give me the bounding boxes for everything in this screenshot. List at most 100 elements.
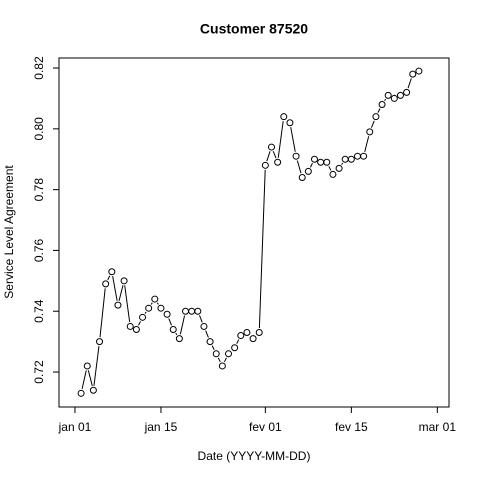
data-point: [268, 143, 276, 151]
data-point: [353, 152, 361, 160]
data-point: [231, 344, 239, 352]
chart-title: Customer 87520: [200, 21, 308, 37]
data-point: [96, 338, 104, 346]
data-point: [151, 295, 159, 303]
data-point: [415, 67, 423, 75]
line-segment: [175, 332, 178, 336]
data-point: [102, 280, 110, 288]
x-tick-label: jan 01: [58, 420, 92, 434]
data-point: [384, 91, 392, 99]
line-segment: [266, 151, 271, 162]
data-point: [372, 113, 380, 121]
line-segment: [370, 120, 375, 128]
data-point: [280, 113, 288, 121]
line-segment: [258, 169, 266, 329]
x-tick-label: jan 15: [144, 420, 178, 434]
line-segment: [328, 166, 332, 171]
data-point: [249, 335, 257, 343]
data-point: [378, 101, 386, 109]
data-point: [77, 389, 85, 397]
line-segment: [290, 127, 296, 152]
x-tick-label: mar 01: [419, 420, 457, 434]
data-point: [200, 322, 208, 330]
line-segment: [93, 346, 100, 386]
line-segment: [211, 345, 215, 351]
data-point: [310, 155, 318, 163]
line-segment: [118, 285, 124, 301]
line-segment: [179, 315, 186, 335]
data-point: [139, 313, 147, 321]
line-segment: [150, 302, 153, 305]
data-point: [274, 158, 282, 166]
line-segment: [168, 318, 173, 326]
data-point: [157, 304, 165, 312]
data-point: [126, 322, 134, 330]
data-point: [286, 119, 294, 127]
line-segment: [277, 121, 284, 158]
x-axis-label: Date (YYYY-MM-DD): [198, 449, 311, 463]
data-point: [212, 350, 220, 358]
data-point: [114, 301, 122, 309]
data-point: [145, 304, 153, 312]
data-point: [292, 152, 300, 160]
line-segment: [107, 275, 111, 281]
line-segment: [236, 339, 240, 344]
line-segment: [296, 160, 302, 174]
line-segment: [364, 136, 370, 152]
data-point: [323, 158, 331, 166]
data-point: [304, 167, 312, 175]
line-segment: [272, 151, 277, 159]
data-point: [175, 335, 183, 343]
line-segment: [309, 163, 313, 168]
data-point: [360, 152, 368, 160]
data-point: [237, 332, 245, 340]
data-point: [317, 158, 325, 166]
data-point: [120, 277, 128, 285]
data-point: [347, 155, 355, 163]
y-axis-label: Service Level Agreement: [2, 165, 16, 299]
line-segment: [112, 276, 118, 301]
data-point: [206, 338, 214, 346]
data-point: [218, 362, 226, 370]
line-segment: [199, 315, 203, 323]
data-point: [335, 164, 343, 172]
data-point: [188, 307, 196, 315]
line-segment: [217, 357, 221, 363]
y-tick-label: 0.74: [32, 299, 46, 323]
line-segment: [407, 78, 412, 89]
line-segment: [81, 370, 87, 390]
data-point: [298, 173, 306, 181]
data-point: [132, 325, 140, 333]
line-segment: [144, 311, 147, 314]
data-point: [225, 350, 233, 358]
line-segment: [341, 162, 344, 165]
y-tick-label: 0.78: [32, 178, 46, 202]
data-point: [89, 386, 97, 394]
data-point: [83, 362, 91, 370]
data-point: [169, 325, 177, 333]
line-segment: [205, 330, 209, 338]
x-tick-label: fev 15: [335, 420, 368, 434]
data-point: [243, 329, 251, 337]
data-point: [366, 128, 374, 136]
x-tick-label: fev 01: [249, 420, 282, 434]
data-point: [409, 70, 417, 78]
y-tick-label: 0.82: [32, 56, 46, 80]
y-tick-label: 0.72: [32, 360, 46, 384]
data-point: [396, 91, 404, 99]
y-tick-label: 0.76: [32, 238, 46, 262]
data-point: [341, 155, 349, 163]
data-point: [108, 268, 116, 276]
line-segment: [124, 285, 131, 323]
line-segment: [87, 370, 93, 387]
line-segment: [156, 302, 159, 305]
data-point: [403, 88, 411, 96]
data-point: [255, 329, 263, 337]
data-point: [329, 170, 337, 178]
line-segment: [223, 357, 227, 363]
data-point: [390, 94, 398, 102]
line-segment: [99, 288, 106, 338]
data-point: [163, 310, 171, 318]
y-tick-label: 0.80: [32, 117, 46, 141]
